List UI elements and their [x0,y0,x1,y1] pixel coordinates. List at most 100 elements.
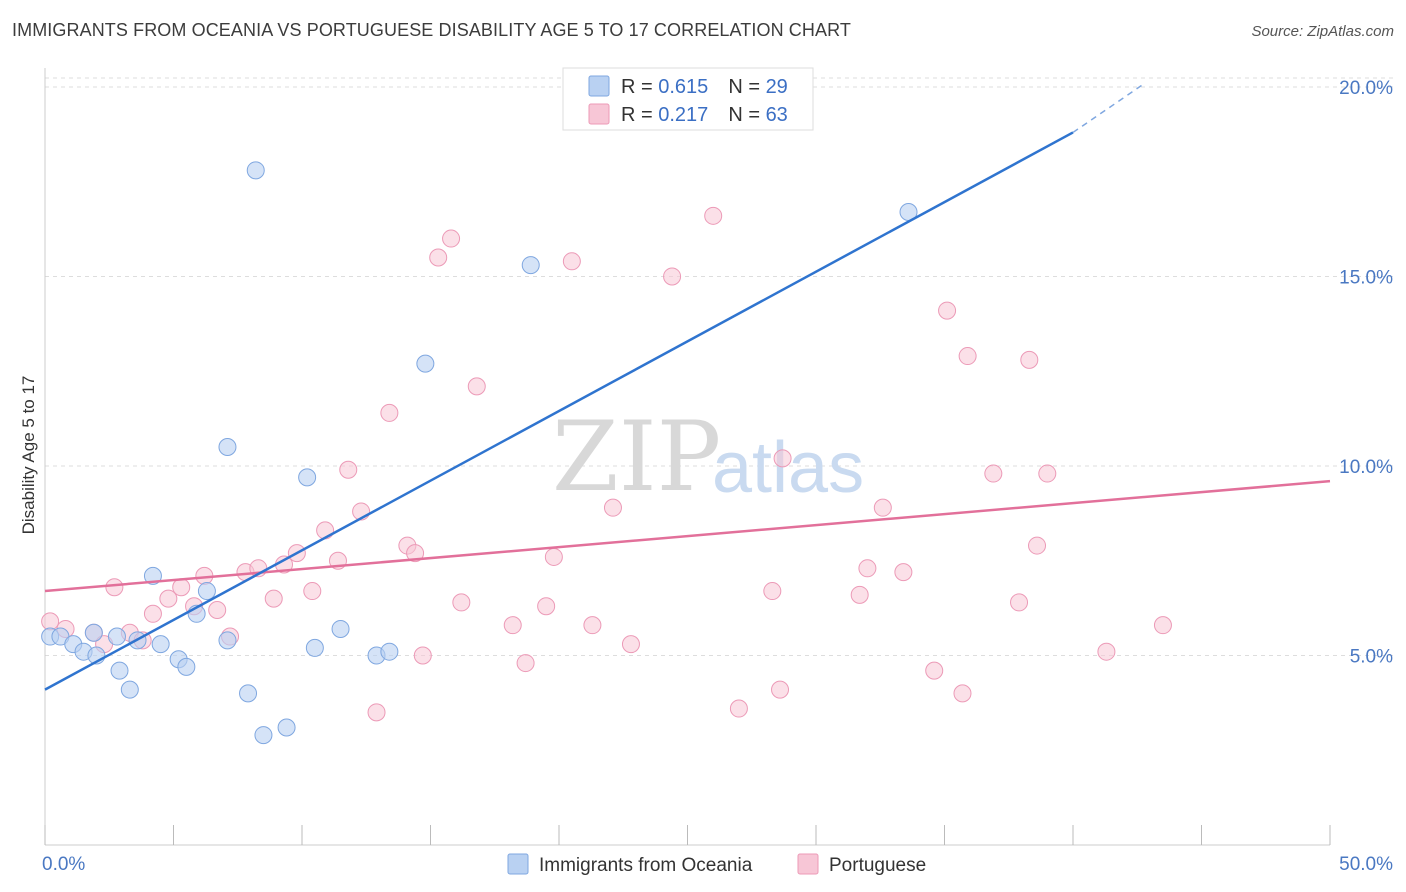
x-tick-label-min: 0.0% [42,854,85,875]
data-point-oceania [246,161,265,180]
chart-title: IMMIGRANTS FROM OCEANIA VS PORTUGUESE DI… [12,20,851,40]
data-point-portuguese [873,498,892,517]
legend-r-value: 0.217 [658,104,708,126]
data-point-portuguese [442,229,461,248]
trend-line-oceania [44,131,1074,691]
data-point-portuguese [544,547,563,566]
trend-line-oceania-extension [1072,82,1146,134]
data-point-oceania [143,566,162,585]
bottom-legend-swatch-oceania [507,853,529,875]
legend-r-label: R = [621,104,658,126]
data-point-portuguese [172,578,191,597]
legend-n-label: N = [728,104,765,126]
axes [44,68,1331,846]
data-point-portuguese [938,301,957,320]
data-point-portuguese [958,347,977,366]
data-point-portuguese [621,635,640,654]
data-point-portuguese [159,589,178,608]
data-point-portuguese [1153,616,1172,635]
top-legend: R = 0.615 N = 29 R = 0.217 N = 63 [562,67,814,131]
data-point-portuguese [771,680,790,699]
data-point-portuguese [704,206,723,225]
y-tick-label: 10.0% [1339,457,1393,478]
data-point-portuguese [452,593,471,612]
y-tick-labels: 5.0% 10.0% 15.0% 20.0% [1339,78,1393,668]
data-point-oceania [380,642,399,661]
data-point-oceania [120,680,139,699]
data-point-portuguese [1010,593,1029,612]
data-point-portuguese [467,377,486,396]
legend-n-value: 29 [766,76,788,98]
data-point-portuguese [953,684,972,703]
data-point-portuguese [413,646,432,665]
data-point-oceania [177,657,196,676]
data-point-portuguese [503,616,522,635]
data-point-portuguese [367,703,386,722]
data-point-portuguese [984,464,1003,483]
watermark-zip: ZIP [552,401,721,513]
y-tick-label: 15.0% [1339,267,1393,288]
trend-lines [44,82,1331,691]
series-portuguese-points [41,206,1172,722]
watermark-atlas: atlas [712,428,864,508]
data-point-portuguese [105,578,124,597]
data-point-oceania [277,718,296,737]
data-point-portuguese [1028,536,1047,555]
legend-n-value: 63 [766,104,788,126]
data-point-oceania [151,635,170,654]
data-point-portuguese [763,582,782,601]
data-point-oceania [110,661,129,680]
data-point-oceania [84,623,103,642]
data-point-portuguese [663,267,682,286]
data-point-portuguese [729,699,748,718]
data-point-portuguese [516,654,535,673]
data-point-portuguese [858,559,877,578]
data-point-oceania [298,468,317,487]
chart-source: Source: ZipAtlas.com [1251,23,1394,40]
data-point-portuguese [406,544,425,563]
data-point-portuguese [143,604,162,623]
data-point-portuguese [773,449,792,468]
data-point-portuguese [562,252,581,271]
legend-swatch-portuguese [588,103,610,125]
data-point-portuguese [41,612,60,631]
bottom-legend-label-portuguese: Portuguese [829,855,926,876]
data-point-portuguese [339,460,358,479]
data-point-portuguese [1097,642,1116,661]
data-point-portuguese [380,403,399,422]
data-point-oceania [254,726,273,745]
data-point-portuguese [1020,350,1039,369]
legend-n-label: N = [728,76,765,98]
bottom-legend: Immigrants from Oceania Portuguese [507,853,926,876]
data-point-portuguese [537,597,556,616]
data-point-portuguese [850,585,869,604]
data-point-portuguese [583,616,602,635]
data-point-oceania [305,638,324,657]
bottom-legend-swatch-portuguese [797,853,819,875]
y-tick-label: 5.0% [1350,646,1393,667]
data-point-oceania [197,582,216,601]
data-point-portuguese [303,582,322,601]
data-point-oceania [416,354,435,373]
data-point-portuguese [894,563,913,582]
data-point-portuguese [264,589,283,608]
watermark: ZIP atlas [552,401,864,513]
data-point-portuguese [429,248,448,267]
data-point-portuguese [925,661,944,680]
data-point-oceania [218,438,237,457]
data-point-oceania [331,619,350,638]
data-point-portuguese [1038,464,1057,483]
legend-swatch-oceania [588,75,610,97]
legend-row-oceania: R = 0.615 N = 29 [621,76,788,98]
y-tick-label: 20.0% [1339,78,1393,99]
legend-r-value: 0.615 [658,76,708,98]
data-point-oceania [107,627,126,646]
data-point-oceania [521,256,540,275]
x-tick-label-max: 50.0% [1339,854,1393,875]
data-point-portuguese [603,498,622,517]
series-oceania-points [41,161,918,745]
data-point-oceania [239,684,258,703]
data-point-portuguese [208,601,227,620]
bottom-legend-label-oceania: Immigrants from Oceania [539,855,753,876]
